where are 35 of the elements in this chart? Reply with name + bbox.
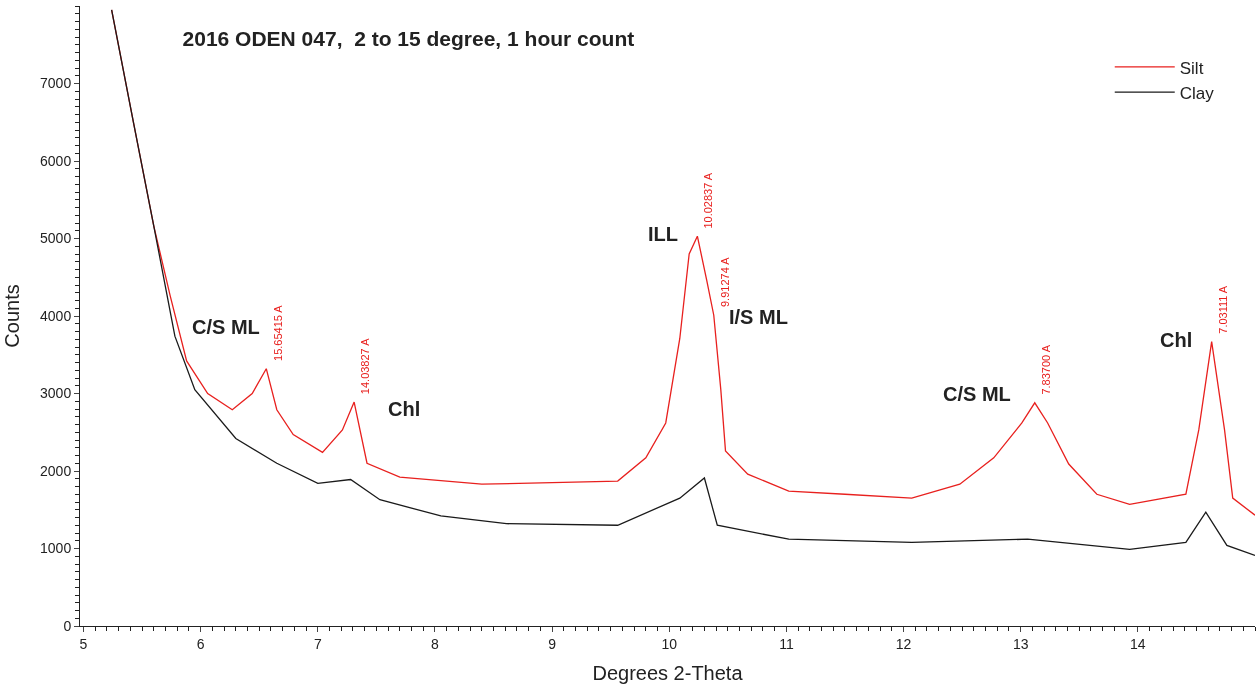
legend-label: Clay bbox=[1179, 83, 1215, 103]
y-tick-label: 7000 bbox=[40, 75, 72, 92]
annotation: C/S ML bbox=[943, 383, 1011, 405]
y-tick-label: 3000 bbox=[40, 385, 72, 402]
x-tick-label: 11 bbox=[779, 635, 794, 652]
annotation: 7.83700 A bbox=[1039, 344, 1052, 395]
annotation: ILL bbox=[648, 223, 678, 245]
x-tick-label: 9 bbox=[548, 635, 557, 652]
x-tick-label: 8 bbox=[431, 635, 440, 652]
annotation: 9.91274 A bbox=[718, 256, 731, 307]
annotation: 7.03111 A bbox=[1216, 285, 1229, 334]
y-tick-label: 1000 bbox=[40, 540, 72, 557]
x-tick-label: 14 bbox=[1130, 635, 1146, 652]
y-tick-label: 2000 bbox=[40, 462, 72, 479]
annotation: Chl bbox=[1160, 329, 1193, 351]
x-tick-label: 13 bbox=[1012, 635, 1029, 652]
y-tick-label: 5000 bbox=[40, 230, 72, 247]
text: 2016 ODEN 047, 2 to 15 degree, 1 hour count bbox=[182, 27, 635, 51]
x-tick-label: 7 bbox=[313, 635, 322, 652]
annotation: Chl bbox=[388, 398, 421, 420]
x-tick-label: 10 bbox=[661, 635, 678, 652]
y-tick-label: 0 bbox=[63, 617, 72, 634]
y-axis-title: Counts bbox=[0, 284, 23, 348]
y-tick-label: 4000 bbox=[40, 307, 72, 324]
x-tick-label: 6 bbox=[196, 635, 205, 652]
y-tick-label: 6000 bbox=[40, 152, 72, 169]
x-tick-label: 12 bbox=[895, 635, 912, 652]
legend-label: Silt bbox=[1179, 58, 1204, 78]
annotation: 14.03827 A bbox=[359, 337, 372, 395]
x-tick-label: 5 bbox=[79, 635, 88, 652]
annotation: 15.65415 A bbox=[271, 304, 284, 361]
annotation: I/S ML bbox=[729, 306, 788, 328]
annotation: C/S ML bbox=[192, 316, 260, 338]
annotation: 10.02837 A bbox=[702, 172, 715, 229]
x-axis-title: Degrees 2-Theta bbox=[592, 662, 744, 685]
